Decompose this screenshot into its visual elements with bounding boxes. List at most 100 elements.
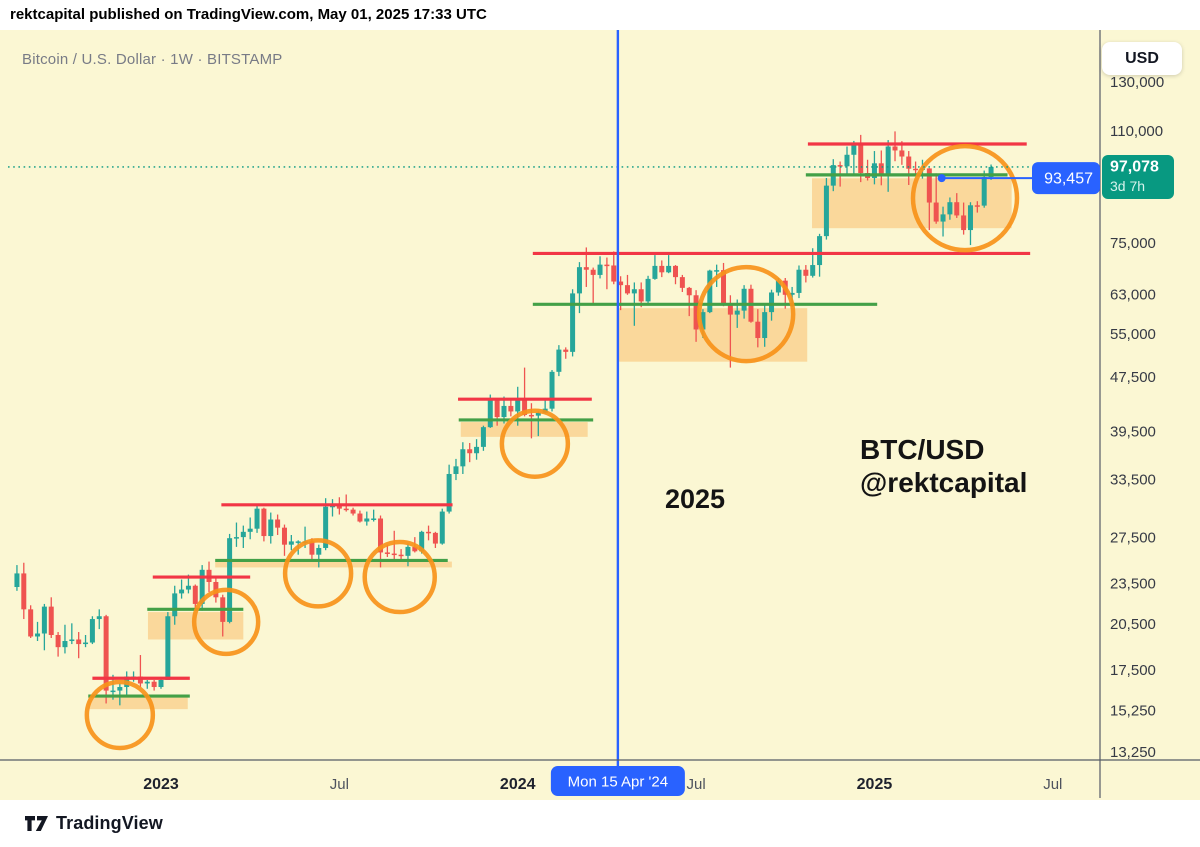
candle [618, 281, 624, 286]
annotation-circle[interactable] [282, 538, 354, 609]
candle [940, 214, 946, 222]
candle [426, 531, 432, 534]
candle [933, 202, 939, 222]
candle [686, 287, 692, 296]
candle [570, 293, 576, 352]
candle [432, 532, 438, 544]
candle [494, 400, 500, 418]
accumulation-zone[interactable] [617, 308, 808, 362]
candle [679, 277, 685, 288]
candle [858, 145, 864, 174]
candle [590, 269, 596, 275]
candle [281, 527, 287, 545]
annotation-circle[interactable] [910, 143, 1020, 253]
candle [652, 265, 658, 279]
candle [700, 312, 706, 330]
candle [851, 145, 857, 155]
candle [439, 511, 445, 544]
current-price-badge-value: 97,078 [1110, 158, 1159, 175]
candle [734, 310, 740, 315]
candle [62, 641, 68, 648]
tradingview-logo-icon[interactable] [24, 815, 49, 832]
candle [522, 399, 528, 415]
candle [309, 541, 315, 555]
candle [69, 639, 75, 642]
candle [144, 681, 150, 684]
candle [837, 165, 843, 167]
candle [727, 304, 733, 315]
candle [247, 528, 253, 532]
candle [549, 371, 555, 409]
candle [631, 289, 637, 294]
candle [364, 518, 370, 522]
candle [336, 505, 342, 509]
time-axis-label: Jul [686, 776, 705, 793]
candle [350, 509, 356, 514]
candle [179, 589, 185, 594]
candle [467, 449, 473, 454]
candle [295, 541, 301, 543]
tradingview-wordmark[interactable]: TradingView [56, 813, 163, 833]
candle [583, 267, 589, 270]
candle [556, 349, 562, 372]
candle [83, 642, 89, 645]
candle [384, 552, 390, 554]
candle [967, 205, 973, 231]
candle [453, 466, 459, 474]
time-axis-label: 2024 [500, 776, 536, 793]
attribution-bar: rektcapital published on TradingView.com… [0, 0, 1200, 30]
candle [659, 265, 665, 273]
candle [741, 288, 747, 311]
annotation-circle[interactable] [696, 264, 796, 364]
annotation-circle[interactable] [362, 539, 437, 615]
candle [110, 690, 116, 693]
candle [378, 518, 384, 553]
price-chart[interactable]: 2025 BTC/USD @rektcapital 130,000 110,000… [0, 30, 1200, 800]
symbol-title: Bitcoin / U.S. Dollar · 1W · BITSTAMP [22, 51, 283, 68]
price-tick-label: 27,500 [1110, 530, 1156, 547]
crosshair-price-badge-value: 93,457 [1044, 171, 1093, 188]
price-tick-label: 47,500 [1110, 369, 1156, 386]
candle [275, 519, 281, 528]
candle [501, 405, 507, 418]
candle [789, 292, 795, 295]
candle [755, 321, 761, 339]
candle [419, 531, 425, 552]
price-tick-label: 55,000 [1110, 326, 1156, 343]
candle [796, 269, 802, 293]
candle [89, 619, 95, 643]
year-watermark-label: 2025 [665, 484, 725, 514]
candle [398, 554, 404, 557]
annotation-circle[interactable] [84, 679, 156, 751]
currency-toggle-button[interactable]: USD [1102, 42, 1182, 75]
price-tick-label: 13,250 [1110, 744, 1156, 761]
time-axis-label: Jul [330, 776, 349, 793]
annotation-circle[interactable] [191, 587, 261, 657]
candle [185, 585, 191, 590]
current-price-badge-countdown: 3d 7h [1110, 178, 1145, 194]
candle [954, 202, 960, 216]
candle [638, 289, 644, 302]
candle [192, 585, 198, 604]
candle [254, 508, 260, 529]
candle [810, 265, 816, 276]
price-tick-label: 110,000 [1110, 123, 1163, 140]
candle [885, 146, 891, 175]
accumulation-zone[interactable] [215, 561, 452, 568]
candle [316, 547, 322, 555]
candle [673, 265, 678, 278]
candle [988, 166, 994, 178]
accumulation-zone[interactable] [88, 696, 188, 710]
price-tick-label: 17,500 [1110, 662, 1156, 679]
candle [199, 569, 205, 604]
candle [535, 412, 541, 416]
candle [323, 506, 329, 548]
candle [913, 168, 919, 171]
candle [460, 449, 466, 467]
candle [261, 508, 267, 537]
annotation-circle[interactable] [499, 408, 571, 480]
candle [233, 537, 239, 539]
candle [611, 265, 617, 282]
candle [268, 519, 274, 537]
